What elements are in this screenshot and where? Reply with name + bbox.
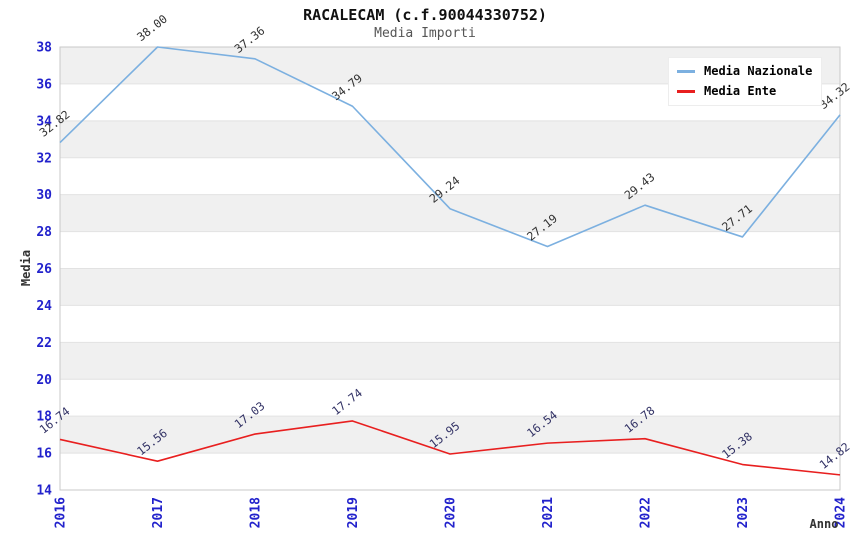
data-label-media-ente: 17.74	[329, 386, 365, 418]
y-tick-label: 24	[36, 299, 52, 314]
y-tick-label: 14	[36, 484, 52, 499]
grid-band	[60, 194, 840, 232]
chart-subtitle: Media Importi	[374, 26, 476, 41]
y-tick-label: 16	[36, 447, 52, 462]
legend-label-media-nazionale: Media Nazionale	[704, 64, 813, 78]
legend-marker-media-nazionale-icon	[677, 69, 695, 73]
legend-item-media-nazionale[interactable]: Media Nazionale	[677, 64, 812, 78]
chart-legend: Media Nazionale Media Ente	[668, 57, 823, 106]
x-tick-label: 2024	[834, 497, 849, 528]
y-tick-label: 32	[36, 151, 52, 166]
grid-band	[60, 342, 840, 380]
x-tick-label: 2018	[249, 497, 264, 528]
series-line-media-ente	[59, 420, 841, 476]
plot-border	[59, 46, 841, 491]
y-tick-label: 30	[36, 188, 52, 203]
legend-marker-media-ente-icon	[677, 89, 695, 93]
x-tick-label: 2022	[639, 497, 654, 528]
x-tick-label: 2019	[346, 497, 361, 528]
x-tick-label: 2016	[54, 497, 69, 528]
x-tick-label: 2017	[151, 497, 166, 528]
y-axis-title: Media	[19, 250, 33, 286]
legend-label-media-ente: Media Ente	[704, 84, 777, 98]
y-tick-label: 34	[36, 114, 52, 129]
grid-band	[60, 268, 840, 306]
x-tick-label: 2023	[736, 497, 751, 528]
y-tick-label: 36	[36, 77, 52, 92]
legend-item-media-ente[interactable]: Media Ente	[677, 84, 812, 98]
y-tick-label: 26	[36, 262, 52, 277]
x-tick-label: 2020	[444, 497, 459, 528]
chart-title: RACALECAM (c.f.90044330752)	[303, 6, 547, 24]
x-axis-title: Anno	[810, 517, 839, 531]
y-tick-label: 38	[36, 41, 52, 56]
x-tick-label: 2021	[541, 497, 556, 528]
y-tick-label: 22	[36, 336, 52, 351]
grid-band	[60, 416, 840, 454]
y-tick-label: 28	[36, 225, 52, 240]
grid-band	[60, 120, 840, 158]
series-line-media-nazionale	[59, 46, 841, 248]
data-label-media-nazionale: 38.00	[134, 12, 170, 44]
y-tick-label: 18	[36, 410, 52, 425]
y-tick-label: 20	[36, 373, 52, 388]
